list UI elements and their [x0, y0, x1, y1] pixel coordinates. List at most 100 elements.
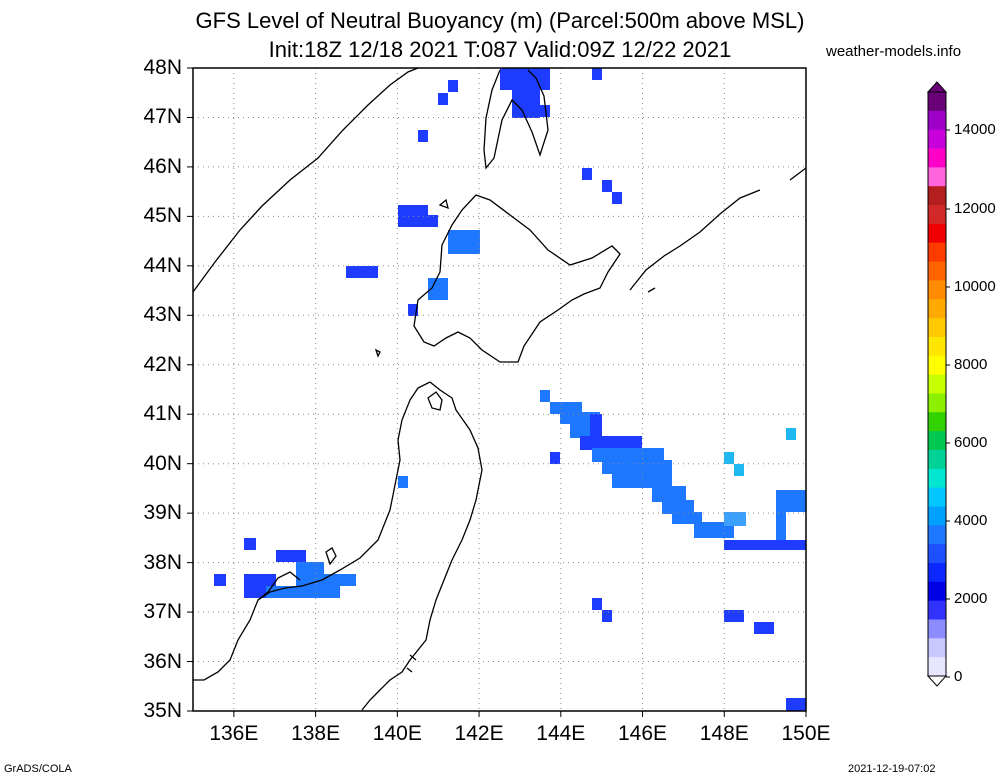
buoyancy-cell [276, 550, 306, 562]
buoyancy-cell [296, 562, 324, 590]
buoyancy-cell [500, 68, 550, 90]
buoyancy-cell [602, 610, 612, 622]
colorbar-segment [928, 261, 946, 281]
colorbar-segment [928, 318, 946, 338]
buoyancy-cell [734, 464, 744, 476]
buoyancy-cell [592, 448, 664, 462]
buoyancy-cell [418, 130, 428, 142]
buoyancy-cell [592, 68, 602, 80]
buoyancy-cell [754, 622, 774, 634]
buoyancy-cell [408, 304, 418, 316]
buoyancy-cell [582, 168, 592, 180]
colorbar-segment [928, 431, 946, 451]
buoyancy-cell [266, 586, 340, 598]
colorbar-segment [928, 638, 946, 658]
colorbar-label: 8000 [954, 356, 988, 373]
lat-label: 38N [143, 550, 182, 574]
colorbar-segment [928, 148, 946, 168]
buoyancy-cell [786, 698, 806, 711]
colorbar-segment [928, 562, 946, 583]
buoyancy-cells [214, 68, 806, 711]
colorbar-segment [928, 92, 946, 112]
buoyancy-cell [448, 80, 458, 92]
colorbar-segment [928, 299, 946, 319]
colorbar-label: 4000 [954, 512, 988, 529]
colorbar-segment [928, 205, 946, 225]
lat-label: 48N [143, 56, 182, 79]
buoyancy-cell [428, 215, 438, 227]
colorbar-segment [928, 223, 946, 244]
buoyancy-cell [724, 610, 744, 622]
buoyancy-cell [602, 180, 612, 192]
buoyancy-cell [550, 452, 560, 464]
colorbar-segment [928, 412, 946, 432]
lat-label: 42N [143, 352, 182, 376]
colorbar-label: 12000 [954, 200, 996, 217]
colorbar-segment [928, 506, 946, 526]
lat-label: 40N [143, 451, 182, 475]
buoyancy-cell [612, 192, 622, 204]
lon-label: 146E [618, 722, 668, 745]
colorbar-segment [928, 280, 946, 300]
buoyancy-cell [398, 476, 408, 488]
colorbar-segment [928, 449, 946, 470]
colorbar-segment [928, 600, 946, 620]
lat-label: 35N [143, 699, 182, 722]
buoyancy-cell [540, 390, 550, 402]
colorbar-segment [928, 544, 946, 564]
colorbar [926, 81, 950, 687]
colorbar-label: 10000 [954, 278, 996, 295]
buoyancy-cell [320, 574, 356, 586]
colorbar-segment [928, 186, 946, 206]
map-title: GFS Level of Neutral Buoyancy (m) (Parce… [195, 8, 805, 33]
buoyancy-cell [448, 230, 480, 254]
buoyancy-cell [652, 486, 686, 502]
lon-label: 142E [454, 722, 504, 745]
buoyancy-cell [612, 472, 672, 488]
colorbar-segment [928, 336, 946, 357]
colorbar-segment [928, 581, 946, 602]
colorbar-segment [928, 355, 946, 376]
lon-label: 138E [291, 722, 341, 745]
colorbar-segment [928, 393, 946, 413]
buoyancy-cell [672, 512, 702, 524]
buoyancy-cell [244, 538, 256, 550]
buoyancy-cell [724, 512, 746, 526]
footer-timestamp: 2021-12-19-07:02 [848, 763, 936, 775]
lat-label: 41N [143, 402, 182, 426]
lat-label: 46N [143, 154, 182, 178]
buoyancy-cell [724, 452, 734, 464]
colorbar-segment [928, 374, 946, 394]
colorbar-segment [928, 242, 946, 263]
colorbar-segment [928, 468, 946, 489]
colorbar-segment [928, 129, 946, 150]
graticule [187, 67, 807, 717]
buoyancy-cell [214, 574, 226, 586]
colorbar-segment [928, 110, 946, 131]
colorbar-bottom-arrow [926, 675, 948, 687]
buoyancy-cell [590, 414, 602, 438]
footer-credit: GrADS/COLA [4, 763, 72, 775]
site-label: weather-models.info [826, 43, 962, 60]
buoyancy-cell [532, 105, 550, 117]
colorbar-label: 6000 [954, 434, 988, 451]
lat-label: 37N [143, 600, 182, 624]
lon-label: 144E [536, 722, 586, 745]
buoyancy-cell [346, 266, 378, 278]
colorbar-label: 2000 [954, 590, 988, 607]
lon-label: 136E [209, 722, 259, 745]
lat-label: 44N [143, 253, 182, 277]
colorbar-segment [928, 525, 946, 545]
buoyancy-cell [776, 510, 786, 540]
lat-label: 39N [143, 501, 182, 525]
lat-label: 47N [143, 105, 182, 129]
colorbar-segment [928, 167, 946, 187]
colorbar-label: 14000 [954, 121, 996, 138]
buoyancy-cell [438, 93, 448, 105]
buoyancy-cell [724, 540, 806, 550]
lon-label: 140E [372, 722, 422, 745]
buoyancy-cell [786, 428, 796, 440]
lon-label: 150E [781, 722, 831, 745]
lon-label: 148E [699, 722, 749, 745]
buoyancy-cell [602, 460, 672, 474]
